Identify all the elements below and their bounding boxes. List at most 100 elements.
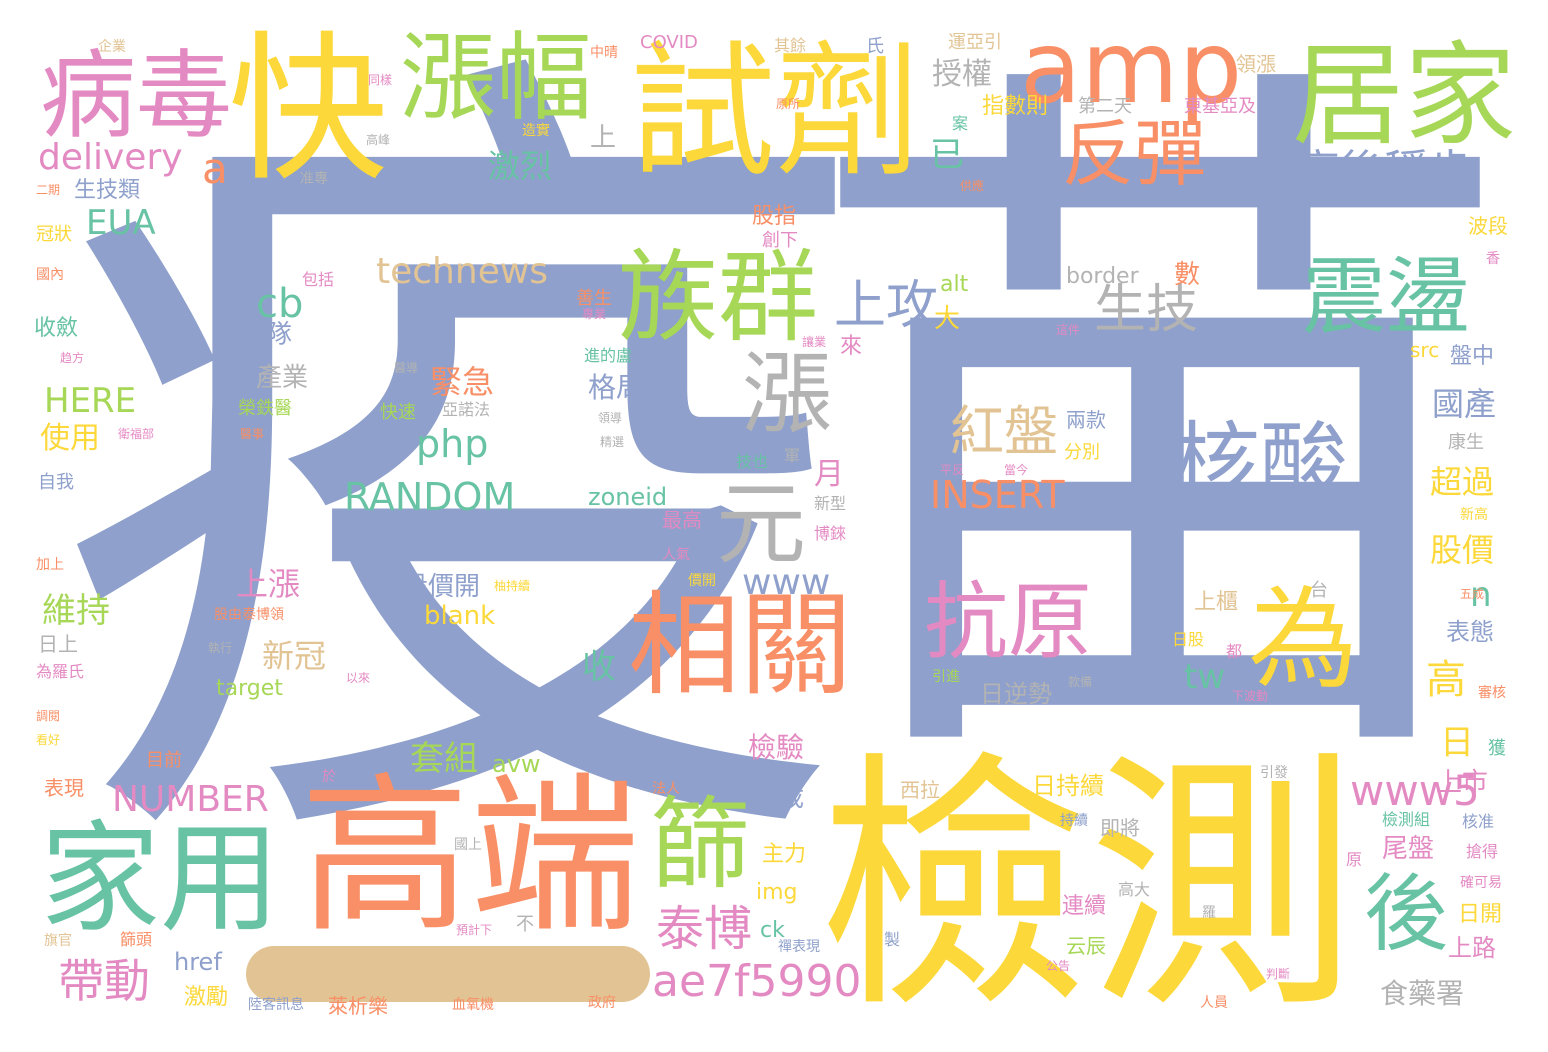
word-核准: 核准	[1462, 812, 1495, 831]
word-月: 月	[814, 457, 844, 492]
word-n: n	[1470, 575, 1492, 615]
word-反彈: 反彈	[1062, 112, 1207, 196]
word-進的盧: 進的盧	[584, 346, 633, 365]
word-delivery: delivery	[38, 137, 183, 178]
word-高端: 高端	[300, 758, 641, 956]
word-新冠: 新冠	[262, 637, 327, 675]
word-紅盤: 紅盤	[950, 400, 1058, 463]
word-生技: 生技	[1094, 280, 1199, 340]
word-走強: 走強	[90, 552, 138, 580]
word-人氣: 人氣	[662, 547, 690, 563]
word-核酸: 核酸	[1172, 412, 1349, 515]
word-來: 來	[840, 334, 863, 359]
word-為: 為	[1248, 576, 1358, 704]
word-震盪: 震盪	[1302, 248, 1471, 346]
word-收: 收	[582, 647, 616, 687]
word-維持: 維持	[42, 591, 110, 631]
word-旗官: 旗官	[44, 933, 72, 949]
word-中晴: 中晴	[590, 45, 618, 61]
word-上路: 上路	[1448, 934, 1496, 962]
word-www: www	[742, 562, 831, 603]
word-國產: 國產	[1432, 385, 1497, 423]
word-試劑: 試劑	[630, 28, 920, 197]
word-領漲: 領漲	[1236, 52, 1276, 76]
word-西拉: 西拉	[900, 778, 940, 802]
word-以來: 以來	[346, 671, 371, 685]
word-波段: 波段	[1468, 214, 1508, 238]
word-冠狀: 冠狀	[36, 224, 72, 245]
word-善生: 善生	[576, 288, 612, 309]
word-使用: 使用	[40, 421, 100, 456]
word-禪表現: 禪表現	[778, 939, 820, 955]
word-醫導: 醫導	[394, 361, 419, 375]
word-搶得: 搶得	[1466, 842, 1499, 861]
word-看好: 看好	[36, 733, 61, 747]
word-目前: 目前	[146, 750, 182, 771]
word-大: 大	[934, 304, 961, 334]
word-檢驗: 檢驗	[748, 731, 805, 764]
word-日逆勢: 日逆勢	[980, 680, 1052, 708]
word-價開: 價開	[688, 573, 716, 589]
word-讓業: 讓業	[802, 335, 827, 349]
word-康生: 康生	[1448, 432, 1484, 453]
word-不: 不	[516, 914, 534, 935]
word-居家: 居家	[1292, 31, 1516, 161]
word-羅: 羅	[1202, 905, 1216, 921]
word-上攻: 上攻	[834, 276, 939, 336]
word-分別: 分別	[1064, 442, 1100, 463]
word-border: border	[1066, 264, 1139, 289]
word-指數則: 指數則	[982, 94, 1049, 119]
word-為羅氏: 為羅氏	[36, 662, 85, 681]
word-快速: 快速	[380, 402, 416, 423]
word-漲: 漲	[742, 342, 832, 447]
word-target: target	[216, 676, 283, 701]
word-檢測組: 檢測組	[1382, 810, 1431, 829]
word-快: 快	[228, 16, 389, 203]
word-ae7f5990: ae7f5990	[652, 956, 862, 1007]
word-家用: 家用	[40, 810, 280, 949]
word-高大: 高大	[1118, 880, 1151, 899]
word-同樣: 同樣	[368, 73, 393, 87]
word-案: 案	[952, 114, 969, 133]
word-東基亞及: 東基亞及	[1184, 96, 1256, 117]
word-其餘: 其餘	[774, 36, 807, 55]
word-引進: 引進	[932, 669, 960, 685]
word-主力: 主力	[762, 842, 807, 867]
word-檢測: 檢測	[818, 729, 1358, 1044]
word-國上: 國上	[454, 837, 482, 853]
word-預計下: 預計下	[456, 923, 493, 937]
word-供應: 供應	[960, 179, 985, 193]
word-苗: 苗	[800, 11, 1520, 849]
word-人員: 人員	[1200, 995, 1228, 1011]
word-博錸: 博錸	[814, 524, 847, 543]
word-調閱: 調閱	[36, 709, 61, 723]
word-已: 已	[930, 135, 964, 175]
word-img: img	[756, 880, 798, 905]
word-疫: 疫	[50, 0, 870, 947]
word-avw: avw	[492, 750, 541, 778]
word-食藥署: 食藥署	[1380, 977, 1465, 1010]
word-股由泰博領: 股由泰博領	[214, 607, 284, 623]
word-帶動: 帶動	[58, 954, 150, 1008]
word-href: href	[174, 948, 222, 976]
word-blank: blank	[424, 601, 496, 631]
word-第二天: 第二天	[1078, 96, 1132, 117]
word-HERE: HERE	[44, 381, 137, 421]
word-於: 於	[322, 769, 336, 785]
word-ck: ck	[760, 918, 785, 943]
word-NUMBER: NUMBER	[112, 779, 269, 820]
word-台: 台	[1310, 580, 1328, 601]
word-香: 香	[1486, 251, 1500, 267]
word-部隊: 部隊	[240, 320, 293, 350]
word-表現: 表現	[44, 776, 84, 800]
word-最高: 最高	[662, 508, 702, 532]
word-高後穩步: 高後穩步	[1296, 146, 1472, 197]
word-包括: 包括	[302, 270, 335, 289]
word-日: 日	[1440, 723, 1474, 763]
word-超過: 超過	[1430, 463, 1495, 501]
word-趋方: 趋方	[60, 351, 85, 365]
word-原所: 原所	[776, 97, 801, 111]
word-漲幅: 漲幅	[400, 22, 592, 134]
word-亞諾法: 亞諾法	[442, 400, 491, 419]
word-www5: www5	[1350, 766, 1480, 815]
